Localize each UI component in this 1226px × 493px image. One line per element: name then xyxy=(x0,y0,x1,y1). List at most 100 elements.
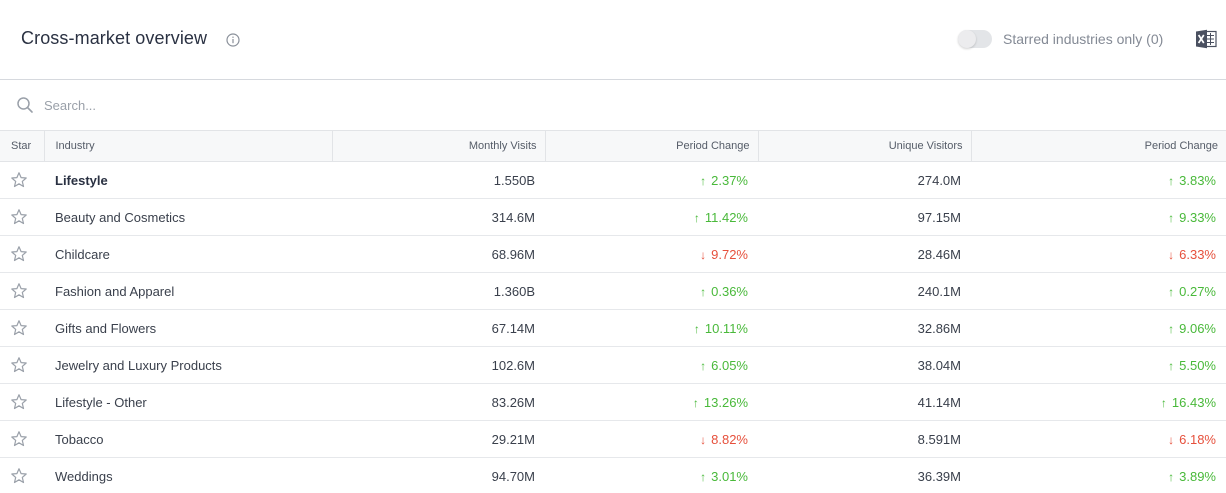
uv-change-text: 16.43% xyxy=(1171,394,1216,410)
arrow-down-icon: ↓ xyxy=(700,247,707,262)
uv-change-cell: ↑ 0.27% xyxy=(971,272,1226,310)
star-outline-icon[interactable] xyxy=(10,282,28,300)
star-outline-icon[interactable] xyxy=(10,208,28,226)
visits-change-text: 11.42% xyxy=(704,209,748,225)
arrow-up-icon: ↑ xyxy=(700,173,707,188)
visits-change-cell: ↑ 0.36% xyxy=(545,272,758,310)
industry-name[interactable]: Childcare xyxy=(55,246,110,262)
table-row[interactable]: Beauty and Cosmetics 314.6M ↑ 11.42% 97.15M ↑… xyxy=(0,198,1226,236)
column-header-period-change[interactable]: Period Change xyxy=(544,130,758,162)
starred-only-label: Starred industries only (0) xyxy=(1003,31,1164,47)
visits-change-value: ↑ 3.01% xyxy=(700,469,748,484)
arrow-up-icon: ↑ xyxy=(692,395,699,410)
table-row[interactable]: Lifestyle - Other 83.26M ↑ 13.26% 41.14M ↑ 16.… xyxy=(0,383,1226,421)
table-row[interactable]: Lifestyle 1.550B ↑ 2.37% 274.0M ↑ 3.83% xyxy=(0,161,1226,199)
industry-cell: Tobacco xyxy=(44,420,332,458)
visits-change-value: ↓ 9.72% xyxy=(700,247,748,262)
search-input[interactable] xyxy=(44,95,644,115)
unique-visitors-cell: 8.591M xyxy=(758,420,971,458)
industry-name[interactable]: Fashion and Apparel xyxy=(55,283,175,299)
star-cell[interactable] xyxy=(0,457,44,493)
visits-change-value: ↑ 0.36% xyxy=(700,284,748,299)
uv-change-cell: ↑ 5.50% xyxy=(971,346,1226,384)
table-row[interactable]: Gifts and Flowers 67.14M ↑ 10.11% 32.86M ↑ 9.0… xyxy=(0,309,1226,347)
uv-change-cell: ↑ 9.33% xyxy=(971,198,1226,236)
star-outline-icon[interactable] xyxy=(10,245,28,263)
star-cell[interactable] xyxy=(0,420,44,458)
star-cell[interactable] xyxy=(0,383,44,421)
table-row[interactable]: Weddings 94.70M ↑ 3.01% 36.39M ↑ 3.89% xyxy=(0,457,1226,493)
arrow-up-icon: ↑ xyxy=(1168,358,1175,373)
uv-change-cell: ↓ 6.33% xyxy=(971,235,1226,273)
industry-name[interactable]: Tobacco xyxy=(55,431,104,447)
industry-cell: Lifestyle - Other xyxy=(44,383,332,421)
star-outline-icon[interactable] xyxy=(10,430,28,448)
uv-change-value: ↑ 16.43% xyxy=(1161,395,1216,410)
starred-only-toggle[interactable] xyxy=(958,30,992,48)
star-outline-icon[interactable] xyxy=(10,319,28,337)
arrow-up-icon: ↑ xyxy=(1168,321,1175,336)
page-title: Cross-market overview xyxy=(21,28,208,48)
monthly-visits-cell: 68.96M xyxy=(332,235,545,273)
visits-change-cell: ↓ 8.82% xyxy=(545,420,758,458)
industry-name[interactable]: Jewelry and Luxury Products xyxy=(55,357,222,373)
industry-name[interactable]: Lifestyle xyxy=(55,172,108,188)
uv-change-text: 3.89% xyxy=(1179,468,1216,484)
star-cell[interactable] xyxy=(0,198,44,236)
visits-change-text: 6.05% xyxy=(711,357,748,373)
industry-name[interactable]: Weddings xyxy=(55,468,113,484)
column-header-period-change-visitors[interactable]: Period Change xyxy=(970,130,1226,162)
visits-change-text: 10.11% xyxy=(704,320,748,336)
table-row[interactable]: Jewelry and Luxury Products 102.6M ↑ 6.05% 3… xyxy=(0,346,1226,384)
table-row[interactable]: Fashion and Apparel 1.360B ↑ 0.36% 240.1M ↑ 0.… xyxy=(0,272,1226,310)
arrow-up-icon: ↑ xyxy=(700,469,707,484)
monthly-visits-cell: 1.550B xyxy=(332,161,545,199)
visits-change-cell: ↑ 6.05% xyxy=(545,346,758,384)
uv-change-text: 6.33% xyxy=(1179,246,1216,262)
industry-cell: Fashion and Apparel xyxy=(44,272,332,310)
arrow-up-icon: ↑ xyxy=(1168,284,1175,299)
visits-change-cell: ↑ 13.26% xyxy=(545,383,758,421)
table-header-row: Star Industry Monthly Visits Period Chan… xyxy=(0,130,1226,162)
search-icon xyxy=(17,97,33,113)
uv-change-value: ↑ 3.89% xyxy=(1168,469,1216,484)
star-outline-icon[interactable] xyxy=(10,467,28,485)
star-outline-icon[interactable] xyxy=(10,171,28,189)
uv-change-cell: ↑ 3.89% xyxy=(971,457,1226,493)
industry-name[interactable]: Beauty and Cosmetics xyxy=(55,209,186,225)
visits-change-value: ↑ 6.05% xyxy=(700,358,748,373)
uv-change-cell: ↑ 9.06% xyxy=(971,309,1226,347)
uv-change-value: ↑ 9.33% xyxy=(1168,210,1216,225)
visits-change-cell: ↑ 3.01% xyxy=(545,457,758,493)
star-outline-icon[interactable] xyxy=(10,356,28,374)
visits-change-text: 9.72% xyxy=(711,246,748,262)
industry-cell: Gifts and Flowers xyxy=(44,309,332,347)
excel-export-icon[interactable] xyxy=(1195,29,1217,49)
visits-change-value: ↓ 8.82% xyxy=(700,432,748,447)
column-header-star[interactable]: Star xyxy=(0,130,44,162)
table-row[interactable]: Childcare 68.96M ↓ 9.72% 28.46M ↓ 6.33% xyxy=(0,235,1226,273)
star-cell[interactable] xyxy=(0,272,44,310)
uv-change-value: ↓ 6.18% xyxy=(1168,432,1216,447)
uv-change-cell: ↓ 6.18% xyxy=(971,420,1226,458)
info-icon[interactable] xyxy=(226,33,240,47)
star-cell[interactable] xyxy=(0,161,44,199)
star-cell[interactable] xyxy=(0,235,44,273)
unique-visitors-cell: 97.15M xyxy=(758,198,971,236)
column-header-unique-visitors[interactable]: Unique Visitors xyxy=(757,130,971,162)
star-outline-icon[interactable] xyxy=(10,393,28,411)
industry-name[interactable]: Gifts and Flowers xyxy=(55,320,157,336)
unique-visitors-cell: 28.46M xyxy=(758,235,971,273)
table-row[interactable]: Tobacco 29.21M ↓ 8.82% 8.591M ↓ 6.18% xyxy=(0,420,1226,458)
visits-change-text: 13.26% xyxy=(703,394,748,410)
star-cell[interactable] xyxy=(0,346,44,384)
unique-visitors-cell: 36.39M xyxy=(758,457,971,493)
uv-change-text: 0.27% xyxy=(1179,283,1216,299)
visits-change-cell: ↓ 9.72% xyxy=(545,235,758,273)
star-cell[interactable] xyxy=(0,309,44,347)
uv-change-value: ↑ 9.06% xyxy=(1168,321,1216,336)
visits-change-text: 3.01% xyxy=(711,468,748,484)
column-header-industry[interactable]: Industry xyxy=(43,130,332,162)
industry-name[interactable]: Lifestyle - Other xyxy=(55,394,147,410)
column-header-monthly-visits[interactable]: Monthly Visits xyxy=(331,130,545,162)
